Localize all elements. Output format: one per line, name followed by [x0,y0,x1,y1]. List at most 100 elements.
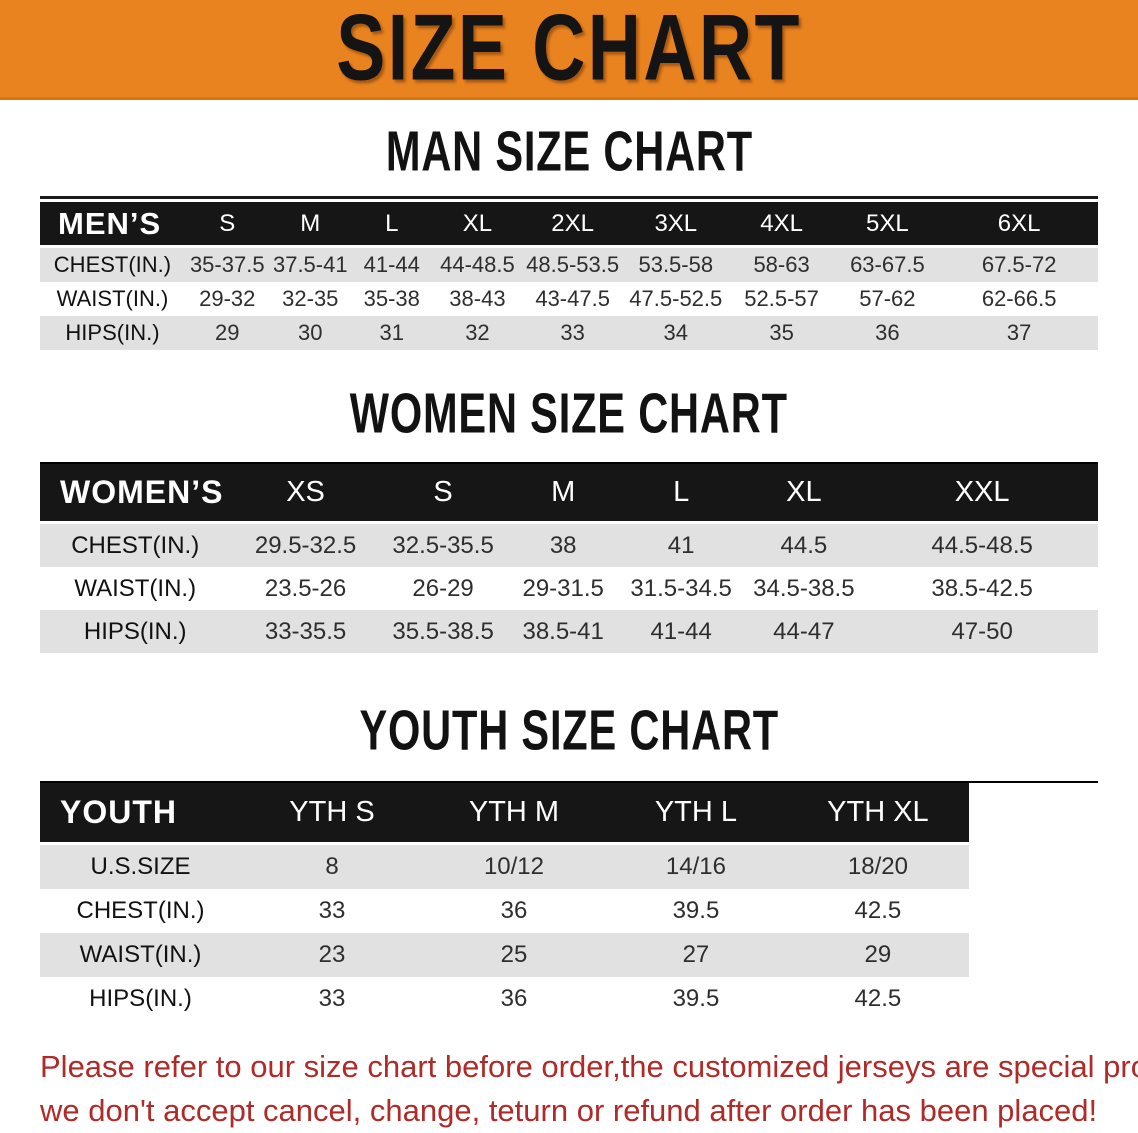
measure-value: 33 [241,889,423,933]
youth-size-table-wrap: YOUTH YTH S YTH M YTH L YTH XL U.S.SIZE 8 10/12… [40,781,1098,1021]
measure-value: 47.5-52.5 [622,282,729,316]
men-size-table: MEN’S S M L XL 2XL 3XL 4XL 5XL 6XL CHEST(IN.) 35-37… [40,202,1098,350]
size-column-header: YTH M [422,781,605,845]
measure-label: WAIST(IN.) [40,933,242,977]
filler-cell [969,933,1098,977]
men-size-table-wrap: MEN’S S M L XL 2XL 3XL 4XL 5XL 6XL CHEST(IN.) 35-37… [40,196,1098,350]
banner-title: SIZE CHART [336,0,802,100]
measure-label: WAIST(IN.) [40,567,231,610]
filler-cell [968,781,1098,845]
measure-label: CHEST(IN.) [40,524,231,567]
measure-value: 35-38 [351,282,433,316]
measure-value: 42.5 [786,977,969,1021]
measure-value: 27 [604,933,787,977]
measure-value: 62-66.5 [940,282,1098,316]
measure-value: 39.5 [604,889,787,933]
measure-value: 34 [622,316,729,350]
measure-label: CHEST(IN.) [40,248,185,282]
measure-value: 36 [422,977,605,1021]
measure-value: 29 [786,933,969,977]
size-column-header: 2XL [522,202,623,248]
measure-value: 38.5-41 [505,610,621,653]
measure-value: 36 [834,316,941,350]
size-column-header: S [184,202,270,248]
size-column-header: YTH S [241,781,423,845]
measure-value: 44-47 [741,610,867,653]
measure-value: 52.5-57 [728,282,835,316]
size-column-header: 6XL [940,202,1098,248]
women-size-table-wrap: WOMEN’S XS S M L XL XXL CHEST(IN.) 29.5-32.5 32.5… [40,462,1098,653]
measure-value: 37.5-41 [269,248,352,282]
measure-value: 29.5-32.5 [230,524,381,567]
measure-value: 23 [241,933,423,977]
measure-value: 38-43 [432,282,523,316]
size-table-row: WAIST(IN.) 23.5-26 26-29 29-31.5 31.5-34.5 34… [40,567,1098,610]
size-table-header-row: YOUTH YTH S YTH M YTH L YTH XL [40,781,1098,845]
measure-value: 31 [351,316,433,350]
measure-value: 32 [432,316,523,350]
notice-line-1: Please refer to our size chart before or… [40,1049,1138,1084]
men-section-title: MAN SIZE CHART [385,120,753,184]
measure-value: 39.5 [604,977,787,1021]
measure-label: CHEST(IN.) [40,889,242,933]
size-column-header: XL [741,462,867,524]
measure-value: 44.5 [741,524,867,567]
size-chart-banner: SIZE CHART [0,0,1138,100]
measure-value: 48.5-53.5 [522,248,623,282]
measure-value: 29-32 [184,282,270,316]
measure-value: 34.5-38.5 [741,567,867,610]
measure-label: HIPS(IN.) [40,977,242,1021]
size-table-header-row: WOMEN’S XS S M L XL XXL [40,462,1098,524]
youth-section-title: YOUTH SIZE CHART [359,699,779,763]
men-size-section: MAN SIZE CHART MEN’S S M L XL 2XL 3XL 4XL 5XL 6XL… [0,120,1138,350]
table-group-label: WOMEN’S [40,462,231,524]
measure-value: 29-31.5 [505,567,621,610]
measure-value: 32-35 [269,282,352,316]
measure-value: 58-63 [728,248,835,282]
measure-value: 33-35.5 [230,610,381,653]
measure-value: 44-48.5 [432,248,523,282]
size-table-row: U.S.SIZE 8 10/12 14/16 18/20 [40,845,1098,889]
measure-value: 43-47.5 [522,282,623,316]
size-column-header: L [351,202,433,248]
table-group-label: MEN’S [40,202,185,248]
size-column-header: M [269,202,352,248]
size-column-header: 5XL [834,202,941,248]
measure-value: 38 [505,524,621,567]
measure-value: 26-29 [380,567,506,610]
measure-value: 32.5-35.5 [380,524,506,567]
size-column-header: 3XL [622,202,729,248]
measure-value: 41-44 [620,610,742,653]
size-table-row: WAIST(IN.) 29-32 32-35 35-38 38-43 43-47.5 47.… [40,282,1098,316]
women-size-table: WOMEN’S XS S M L XL XXL CHEST(IN.) 29.5-32.5 32.5… [40,462,1098,653]
size-table-header-row: MEN’S S M L XL 2XL 3XL 4XL 5XL 6XL [40,202,1098,248]
size-column-header: L [620,462,742,524]
size-column-header: YTH L [604,781,787,845]
measure-value: 33 [522,316,623,350]
measure-value: 44.5-48.5 [866,524,1098,567]
youth-size-table: YOUTH YTH S YTH M YTH L YTH XL U.S.SIZE 8 10/12… [40,781,1098,1021]
table-group-label: YOUTH [40,781,242,845]
measure-value: 25 [422,933,605,977]
size-table-row: HIPS(IN.) 29 30 31 32 33 34 35 36 37 [40,316,1098,350]
youth-size-section: YOUTH SIZE CHART YOUTH YTH S YTH M YTH L YTH… [0,699,1138,1021]
filler-cell [969,845,1098,889]
filler-cell [969,889,1098,933]
measure-value: 35.5-38.5 [380,610,506,653]
women-size-section: WOMEN SIZE CHART WOMEN’S XS S M L XL XXL CHEST(… [0,386,1138,653]
measure-value: 23.5-26 [230,567,381,610]
size-column-header: XS [230,462,381,524]
measure-value: 53.5-58 [622,248,729,282]
measure-value: 35-37.5 [184,248,270,282]
size-table-row: HIPS(IN.) 33-35.5 35.5-38.5 38.5-41 41-44 44-… [40,610,1098,653]
size-table-row: WAIST(IN.) 23 25 27 29 [40,933,1098,977]
measure-value: 38.5-42.5 [866,567,1098,610]
filler-cell [969,977,1098,1021]
size-column-header: XL [432,202,523,248]
notice-line-2: we don't accept cancel, change, teturn o… [40,1093,1098,1129]
measure-value: 47-50 [866,610,1098,653]
size-column-header: S [380,462,506,524]
measure-value: 37 [940,316,1098,350]
measure-value: 10/12 [422,845,605,889]
size-table-row: HIPS(IN.) 33 36 39.5 42.5 [40,977,1098,1021]
